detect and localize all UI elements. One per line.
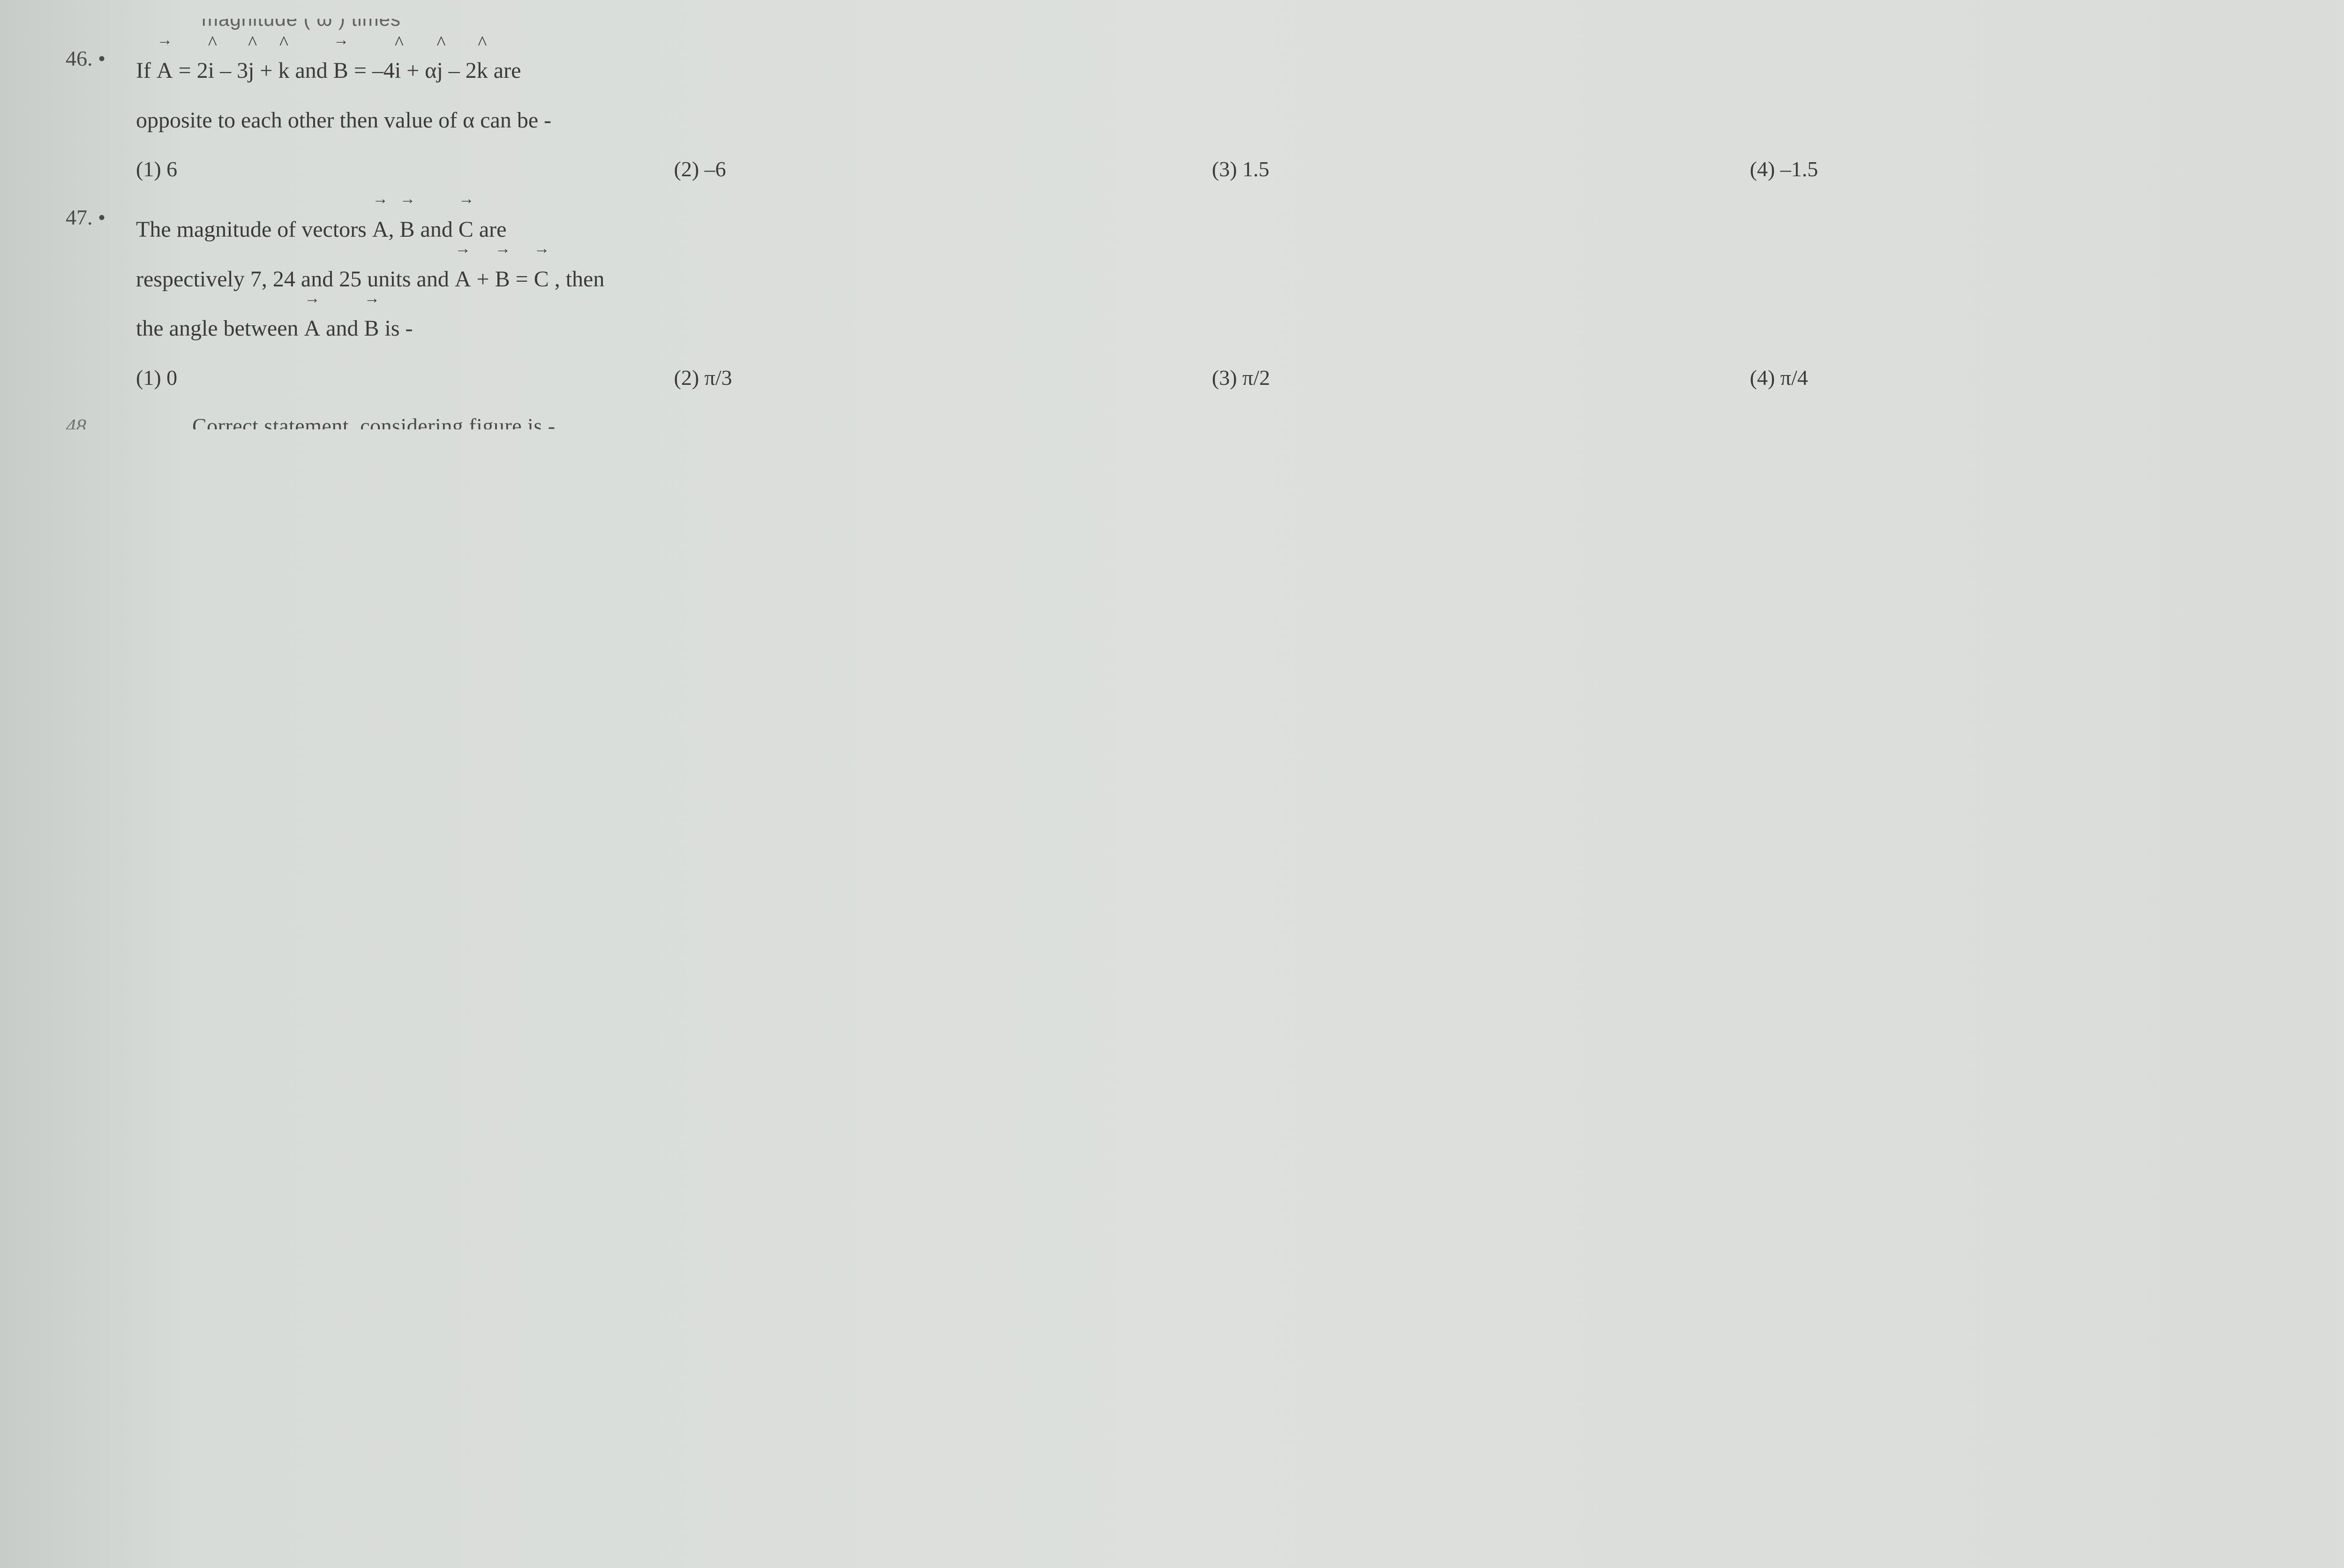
q47-option-2: (2) π/3 — [674, 365, 1203, 390]
q46-text-2: opposite to each other then value of α c… — [136, 108, 551, 133]
q46-plus1: + — [254, 58, 278, 83]
q46-option-2: (2) –6 — [674, 157, 1203, 181]
q46-k2: ^k — [477, 46, 488, 96]
q46-are: are — [494, 58, 521, 83]
question-46: 46. • If →A = 2^i – 3^j + ^k and →B = –4… — [66, 46, 2316, 181]
q46-option-4: (4) –1.5 — [1750, 157, 2279, 181]
q47-is: is - — [385, 316, 413, 341]
q47-text-3a: the angle between — [136, 316, 304, 341]
question-47: 47. • The magnitude of vectors →A, →B an… — [66, 205, 2316, 390]
question-text-47: The magnitude of vectors →A, →B and →C a… — [136, 205, 2316, 353]
q47-eq: = — [510, 267, 534, 292]
q46-i1: ^i — [208, 46, 214, 96]
partial-number-48: 48. — [66, 414, 136, 429]
q46-j1: ^j — [248, 46, 254, 96]
q47-vector-A2: →A — [455, 255, 471, 304]
q46-j2: ^j — [436, 46, 443, 96]
q47-vector-B: →B — [400, 205, 415, 255]
partial-bottom-row: 48. Correct statement, considering figur… — [66, 413, 2316, 429]
q47-are: are — [479, 217, 507, 242]
q47-text-2a: respectively 7, 24 and 25 units and — [136, 267, 455, 292]
question-text-46: If →A = 2^i – 3^j + ^k and →B = –4^i + α… — [136, 46, 2316, 145]
q47-vector-C2: →C — [534, 255, 549, 304]
q47-vector-A3: →A — [304, 304, 321, 353]
q46-minus1: – 3 — [214, 58, 248, 83]
q47-vector-B3: →B — [364, 304, 379, 353]
q46-text-1: If — [136, 58, 157, 83]
q46-eq1: = 2 — [179, 58, 208, 83]
q46-options: (1) 6 (2) –6 (3) 1.5 (4) –1.5 — [136, 157, 2316, 181]
q47-and1: and — [421, 217, 458, 242]
partial-text-top: magnitude ( ω ) times — [202, 19, 2316, 32]
q47-and2: and — [326, 316, 364, 341]
q47-comma: , — [389, 217, 400, 242]
q47-option-3: (3) π/2 — [1212, 365, 1741, 390]
q47-then: , then — [549, 267, 605, 292]
q47-option-4: (4) π/4 — [1750, 365, 2279, 390]
q47-vector-B2: →B — [495, 255, 510, 304]
q46-vector-A: →A — [157, 46, 173, 96]
q46-plus2: + α — [401, 58, 436, 83]
q46-minus2: – 2 — [443, 58, 477, 83]
q46-eq2: = –4 — [354, 58, 395, 83]
q46-k1: ^k — [278, 46, 289, 96]
question-number-47: 47. • — [66, 205, 136, 230]
q47-option-1: (1) 0 — [136, 365, 665, 390]
q46-i2: ^i — [395, 46, 401, 96]
q47-options: (1) 0 (2) π/3 (3) π/2 (4) π/4 — [136, 365, 2316, 390]
q47-plus: + — [471, 267, 495, 292]
q47-vector-A: →A — [372, 205, 389, 255]
q47-text-1: The magnitude of vectors — [136, 217, 372, 242]
q46-option-3: (3) 1.5 — [1212, 157, 1741, 181]
q46-and: and — [295, 58, 333, 83]
q46-option-1: (1) 6 — [136, 157, 665, 181]
question-number-46: 46. • — [66, 46, 136, 71]
partial-text-bottom: Correct statement, considering figure is… — [192, 413, 556, 429]
q46-vector-B: →B — [333, 46, 348, 96]
